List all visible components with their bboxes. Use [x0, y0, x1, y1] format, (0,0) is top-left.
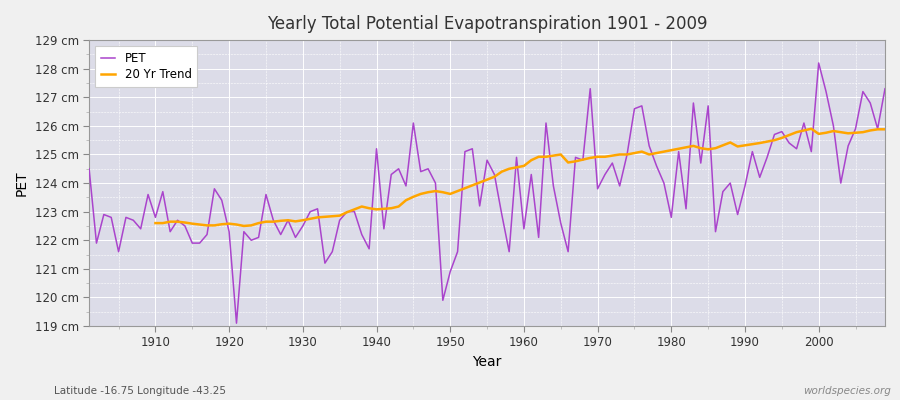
Title: Yearly Total Potential Evapotranspiration 1901 - 2009: Yearly Total Potential Evapotranspiratio… — [266, 15, 707, 33]
PET — [231, 321, 242, 326]
PET — [84, 166, 94, 171]
PET — [312, 206, 323, 211]
20 Yr Trend — [879, 127, 890, 132]
20 Yr Trend — [327, 214, 338, 219]
Line: PET: PET — [89, 63, 885, 323]
PET — [143, 192, 154, 197]
20 Yr Trend — [238, 224, 249, 228]
PET — [518, 226, 529, 231]
PET — [814, 60, 824, 65]
PET — [615, 184, 626, 188]
PET — [879, 86, 890, 91]
Y-axis label: PET: PET — [15, 170, 29, 196]
Line: 20 Yr Trend: 20 Yr Trend — [156, 129, 885, 226]
Legend: PET, 20 Yr Trend: PET, 20 Yr Trend — [95, 46, 197, 87]
20 Yr Trend — [592, 154, 603, 159]
PET — [526, 172, 536, 177]
20 Yr Trend — [835, 130, 846, 134]
Text: Latitude -16.75 Longitude -43.25: Latitude -16.75 Longitude -43.25 — [54, 386, 226, 396]
20 Yr Trend — [150, 221, 161, 226]
20 Yr Trend — [806, 126, 816, 131]
Text: worldspecies.org: worldspecies.org — [803, 386, 891, 396]
X-axis label: Year: Year — [472, 355, 501, 369]
20 Yr Trend — [297, 218, 308, 223]
20 Yr Trend — [858, 130, 868, 134]
20 Yr Trend — [533, 154, 544, 159]
PET — [356, 232, 367, 237]
